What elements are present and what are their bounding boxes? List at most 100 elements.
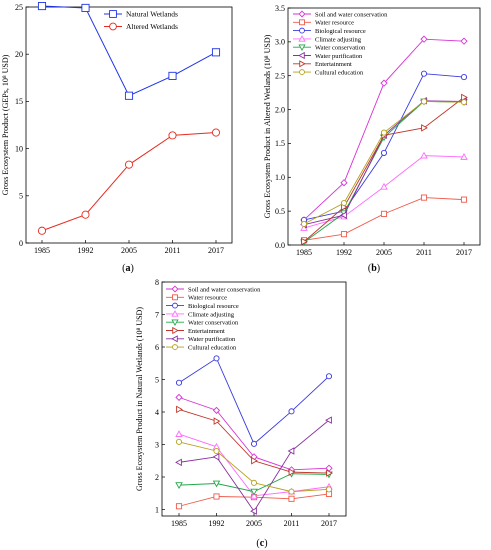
x-tick-label: 2011 — [416, 248, 432, 257]
legend-label: Cultural education — [315, 70, 364, 77]
data-point — [168, 131, 177, 140]
x-tick-label: 2017 — [456, 248, 472, 257]
data-point — [325, 373, 333, 380]
series-line — [41, 132, 217, 232]
data-point — [37, 226, 47, 235]
data-point — [288, 495, 295, 502]
series-biological-resource — [175, 355, 333, 447]
data-point — [81, 3, 90, 12]
chart-panel-3: 1 2 3 4 5 6 7 8 1985 1992 2005 2011 2017 Gross Ecosys… — [135, 278, 347, 549]
legend-marker — [299, 27, 305, 34]
data-point — [380, 149, 388, 156]
legend: Soil and water conservation Water resourc… — [293, 10, 388, 77]
legend-label: Biological resource — [315, 28, 366, 35]
data-point — [211, 128, 221, 137]
x-tick-label: 2005 — [376, 248, 392, 257]
legend-label: Climate adjusting — [188, 311, 235, 318]
data-point — [325, 416, 332, 424]
data-point — [460, 37, 468, 45]
data-point — [251, 456, 258, 465]
data-point — [250, 479, 258, 486]
legend-marker — [299, 19, 305, 26]
legend-label: Soil and water conservation — [188, 286, 261, 293]
series-entertainment — [176, 405, 333, 477]
legend-label: Biological resource — [188, 303, 239, 310]
legend-label: Water conservation — [315, 45, 366, 52]
legend-marker — [109, 10, 117, 18]
series-entertainment — [301, 93, 468, 246]
y-tick-label: 20 — [15, 50, 23, 59]
data-point — [340, 231, 348, 238]
x-tick-label: 2017 — [208, 246, 224, 255]
x-tick-label: 2005 — [121, 246, 137, 255]
x-tick-label: 2005 — [246, 519, 262, 528]
data-point — [420, 35, 428, 43]
y-tick-label: 4 — [155, 408, 159, 417]
data-point — [380, 129, 388, 136]
series-cultural-education — [175, 438, 333, 495]
legend-label: Entertainment — [315, 61, 352, 68]
data-point — [288, 468, 296, 476]
data-point — [213, 417, 221, 425]
panel-label: (c) — [256, 538, 267, 549]
legend-label: Climate adjusting — [315, 36, 362, 43]
data-point — [288, 488, 295, 495]
data-point — [420, 70, 428, 77]
y-tick-label: 10 — [15, 144, 23, 153]
legend-label: Natural Wetlands — [126, 9, 178, 18]
data-point — [211, 48, 221, 57]
data-point — [212, 453, 220, 461]
y-tick-label: 5 — [155, 375, 159, 384]
data-point — [460, 99, 468, 106]
y-tick-label: 1 — [155, 505, 159, 514]
legend-marker — [172, 302, 178, 309]
series-line — [303, 100, 465, 226]
data-point — [380, 182, 388, 190]
legend: Natural Wetlands Altered Wetlands — [104, 9, 178, 31]
panel-label: (a) — [122, 263, 134, 274]
data-point — [325, 486, 333, 493]
y-tick-label: 3 — [155, 440, 159, 449]
x-tick-label: 1985 — [34, 246, 50, 255]
legend-marker — [172, 344, 178, 351]
series-line — [303, 97, 465, 242]
data-point — [287, 447, 295, 455]
data-point — [340, 199, 348, 207]
data-point — [420, 151, 428, 159]
y-tick-label: 1.0 — [275, 173, 285, 182]
data-point — [326, 469, 333, 477]
y-tick-label: 25 — [15, 3, 23, 12]
data-point — [300, 224, 308, 231]
data-point — [420, 194, 428, 201]
data-point — [175, 482, 183, 490]
x-tick-label: 1985 — [171, 519, 187, 528]
series-cultural-education — [300, 98, 468, 228]
chart-panel-1: 0 5 10 15 20 25 1985 1992 2005 2011 2017 Gross Ecos… — [1, 2, 233, 274]
data-point — [81, 210, 90, 219]
legend-marker — [171, 310, 179, 317]
data-point — [212, 406, 221, 415]
y-tick-label: 3.0 — [275, 38, 285, 47]
y-tick-label: 2 — [155, 473, 159, 482]
data-point — [300, 220, 308, 228]
y-tick-label: 7 — [155, 310, 159, 319]
legend-label: Water resource — [188, 295, 227, 302]
data-point — [124, 160, 134, 169]
data-point — [340, 179, 348, 187]
legend-label: Water purification — [315, 53, 363, 60]
data-point — [37, 2, 47, 11]
series-line — [41, 5, 217, 97]
series-water-purification — [175, 416, 332, 515]
legend: Soil and water conservation Water resourc… — [166, 285, 261, 352]
y-tick-label: 2.0 — [275, 105, 285, 114]
y-tick-label: 3.5 — [275, 4, 285, 13]
series-water-conservation — [300, 98, 468, 247]
legend-label: Soil and water conservation — [315, 11, 388, 18]
data-point — [250, 507, 257, 515]
data-point — [124, 91, 134, 100]
legend-marker — [172, 326, 179, 335]
legend-label: Water conservation — [188, 320, 239, 327]
y-tick-label: 0 — [19, 239, 23, 248]
legend-label: Water resource — [315, 20, 354, 27]
legend-marker — [171, 335, 178, 343]
